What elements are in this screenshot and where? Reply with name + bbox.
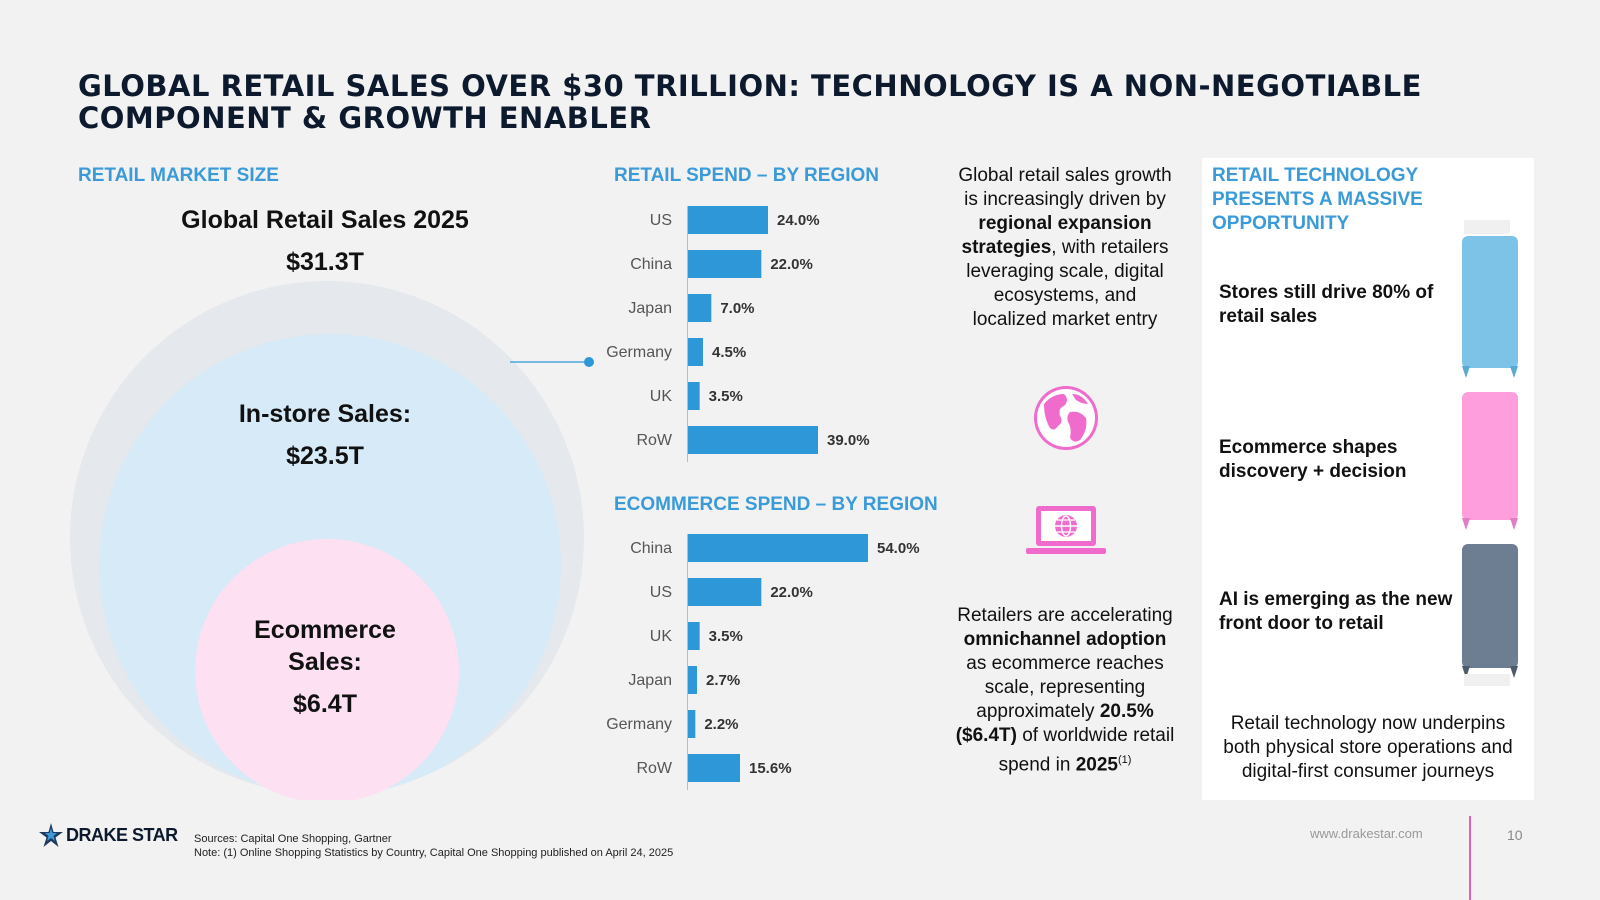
- value-label-germany: 2.2%: [704, 716, 738, 733]
- star-logo-icon: [39, 823, 63, 847]
- panel-footer-text: Retail technology now underpins both phy…: [1223, 713, 1513, 782]
- note-text: Note: (1) Online Shopping Statistics by …: [194, 847, 674, 859]
- bar-us: [688, 206, 768, 234]
- website-link[interactable]: www.drakestar.com: [1310, 826, 1423, 841]
- global-sales-value: $31.3T: [286, 248, 364, 276]
- category-label-china: China: [630, 256, 672, 273]
- bar-japan: [688, 294, 712, 322]
- category-label-japan: Japan: [628, 300, 672, 317]
- regional-text-c: , with retailers leveraging scale, digit…: [966, 237, 1169, 330]
- title-line-2: COMPONENT & GROWTH ENABLER: [78, 101, 652, 135]
- footer-divider: [1469, 816, 1471, 900]
- global-sales-label: Global Retail Sales 2025: [181, 206, 469, 234]
- omni-text-e: of worldwide retail spend in: [998, 725, 1175, 776]
- value-label-us: 22.0%: [770, 584, 813, 601]
- category-label-row: RoW: [636, 760, 672, 777]
- bar-uk: [688, 622, 700, 650]
- opportunity-stack-graphic: [1462, 220, 1518, 686]
- ecommerce-label-line-2: Sales:: [288, 648, 362, 676]
- ecommerce-label: Ecommerce Sales:: [120, 614, 530, 678]
- value-label-japan: 7.0%: [720, 300, 754, 317]
- retail-chart-title: RETAIL SPEND – BY REGION: [614, 165, 879, 186]
- category-label-japan: Japan: [628, 672, 672, 689]
- logo-text: DRAKE STAR: [66, 824, 178, 845]
- bar-uk: [688, 382, 700, 410]
- title-line-1: GLOBAL RETAIL SALES OVER $30 TRILLION: T…: [78, 69, 1422, 103]
- panel-item-ecommerce: Ecommerce shapes discovery + decision: [1219, 437, 1407, 482]
- globe-icon: [1034, 386, 1098, 450]
- category-label-us: US: [650, 584, 672, 601]
- bar-row: [688, 754, 740, 782]
- value-label-japan: 2.7%: [706, 672, 740, 689]
- market-size-circles: [70, 281, 594, 800]
- omni-text-b: omnichannel adoption: [963, 629, 1167, 650]
- category-label-germany: Germany: [606, 716, 672, 733]
- value-label-uk: 3.5%: [709, 388, 743, 405]
- bar-chart-svg: US 24.0% China 22.0% Japan 7.0% Germany 4.5% UK 3…: [606, 206, 870, 462]
- bar-row: [688, 426, 818, 454]
- omni-text-sup: (1): [1117, 754, 1132, 766]
- drake-star-logo: DRAKE STAR: [38, 822, 178, 848]
- panel-item-stores: Stores still drive 80% of retail sales: [1219, 282, 1434, 327]
- value-label-us: 24.0%: [777, 212, 820, 229]
- value-label-china: 54.0%: [877, 540, 920, 557]
- omni-text-c: as ecommerce reaches scale, representing…: [966, 653, 1164, 722]
- bar-germany: [688, 710, 696, 738]
- instore-value: $23.5T: [286, 442, 364, 470]
- regional-growth-text: Global retail sales growth is increasing…: [955, 164, 1175, 332]
- connector-dot: [584, 357, 594, 367]
- value-label-row: 15.6%: [749, 760, 792, 777]
- bar-germany: [688, 338, 703, 366]
- regional-text-b: regional expansion strategies: [961, 213, 1152, 258]
- ecommerce-label-line-1: Ecommerce: [254, 616, 396, 644]
- retail-spend-chart: US 24.0% China 22.0% Japan 7.0% Germany 4.5% UK 3…: [590, 200, 930, 470]
- market-size-heading: RETAIL MARKET SIZE: [78, 165, 279, 186]
- ecommerce-chart-title: ECOMMERCE SPEND – BY REGION: [614, 494, 938, 515]
- ecommerce-value: $6.4T: [293, 690, 357, 718]
- regional-text-a: Global retail sales growth is increasing…: [958, 165, 1172, 210]
- category-label-uk: UK: [650, 388, 673, 405]
- bar-chart-svg: China 54.0% US 22.0% UK 3.5% Japan 2.7% Germany 2…: [606, 534, 920, 790]
- bar-china: [688, 534, 868, 562]
- value-label-uk: 3.5%: [709, 628, 743, 645]
- panel-title: RETAIL TECHNOLOGY PRESENTS A MASSIVE OPP…: [1212, 165, 1423, 234]
- instore-label: In-store Sales:: [238, 400, 412, 428]
- category-label-china: China: [630, 540, 672, 557]
- value-label-row: 39.0%: [827, 432, 870, 449]
- omni-text-d: 20.5% ($6.4T): [955, 701, 1154, 746]
- ecommerce-circle: [195, 539, 459, 800]
- panel-item-ai: AI is emerging as the new front door to …: [1219, 589, 1453, 634]
- omnichannel-text: Retailers are accelerating omnichannel a…: [952, 604, 1178, 777]
- category-label-germany: Germany: [606, 344, 672, 361]
- category-label-uk: UK: [650, 628, 673, 645]
- category-label-us: US: [650, 212, 672, 229]
- ecommerce-spend-chart: China 54.0% US 22.0% UK 3.5% Japan 2.7% Germany 2…: [590, 528, 930, 798]
- page-title: GLOBAL RETAIL SALES OVER $30 TRILLION: T…: [78, 70, 1478, 134]
- laptop-globe-icon: [1026, 506, 1106, 554]
- page-number: 10: [1507, 827, 1523, 843]
- omni-text-f: 2025: [1075, 754, 1118, 776]
- bar-japan: [688, 666, 697, 694]
- value-label-germany: 4.5%: [712, 344, 746, 361]
- bar-us: [688, 578, 762, 606]
- omni-text-a: Retailers are accelerating: [957, 605, 1173, 626]
- value-label-china: 22.0%: [770, 256, 813, 273]
- category-label-row: RoW: [636, 432, 672, 449]
- sources-text: Sources: Capital One Shopping, Gartner: [194, 833, 392, 845]
- bar-china: [688, 250, 762, 278]
